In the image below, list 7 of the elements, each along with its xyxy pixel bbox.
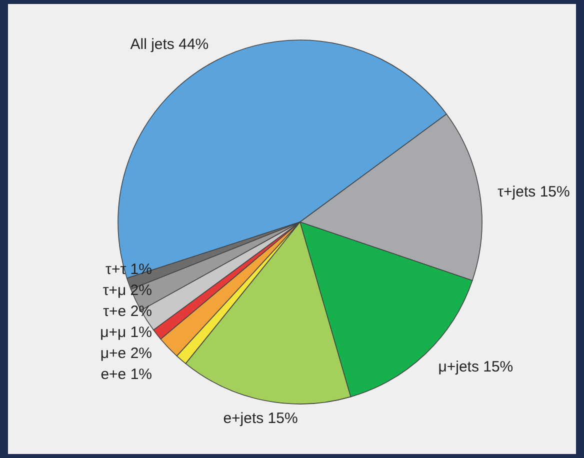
- slice-label: μ+jets 15%: [438, 358, 514, 376]
- slice-label: All jets 44%: [130, 36, 209, 54]
- slice-label: e+e 1%: [100, 366, 152, 383]
- slice-label: e+jets 15%: [223, 410, 298, 428]
- slice-label: τ+jets 15%: [498, 183, 570, 200]
- slice-label: μ+e 2%: [100, 345, 152, 362]
- slice-label: μ+μ 1%: [100, 324, 152, 341]
